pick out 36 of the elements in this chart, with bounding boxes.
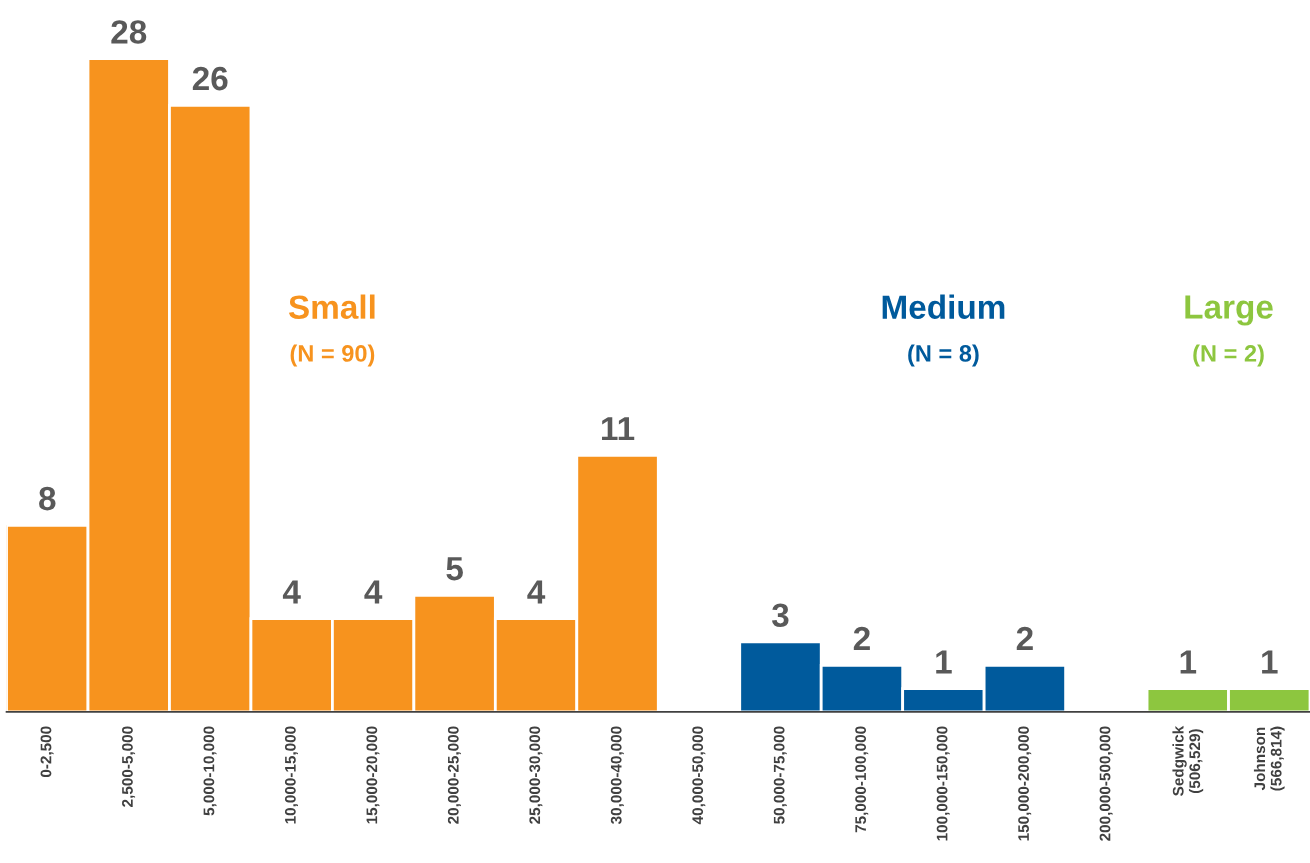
data-label: 5	[446, 557, 463, 581]
data-label: 2	[853, 626, 870, 651]
annotation: (N = 90)	[290, 344, 375, 367]
annotation: (N = 2)	[1193, 344, 1264, 367]
data-label: 28	[111, 20, 147, 44]
x-tick-label: Sedgwick (506,529)	[1172, 725, 1204, 796]
data-label: 3	[771, 603, 789, 628]
x-tick-label: Johnson (566,814)	[1253, 726, 1285, 791]
x-tick-label: 2,500-5,000	[122, 726, 136, 807]
data-label: 26	[192, 66, 228, 91]
data-label: 4	[527, 580, 546, 604]
data-label: 8	[39, 486, 56, 511]
x-tick-label: 40,000-50,000	[692, 726, 706, 825]
x-tick-label: 0-2,500	[40, 726, 54, 778]
data-label: 4	[282, 580, 301, 604]
x-tick-label: 75,000-100,000	[855, 726, 869, 833]
data-label: 1	[936, 650, 952, 674]
data-label: 1	[1262, 650, 1278, 674]
series-label: Small	[288, 294, 375, 319]
x-tick-label: 100,000-150,000	[936, 726, 950, 841]
data-label: 1	[1180, 650, 1197, 674]
text: Medium	[882, 294, 1005, 319]
annotation: (N = 8)	[908, 344, 979, 367]
x-tick-label: 5,000-10,000	[203, 726, 217, 816]
x-tick-label: 10,000-15,000	[284, 726, 298, 824]
x-tick-label: 25,000-30,000	[529, 726, 543, 824]
data-label: 2	[1016, 626, 1033, 651]
x-tick-label: 50,000-75,000	[773, 726, 787, 824]
x-tick-label: 30,000-40,000	[610, 726, 624, 825]
x-tick-label: 20,000-25,000	[447, 726, 461, 824]
text: Large	[1185, 295, 1273, 326]
data-label: 4	[364, 580, 383, 604]
x-tick-label: 200,000-500,000	[1099, 726, 1113, 841]
x-tick-label: 150,000-200,000	[1018, 726, 1032, 841]
data-label: 11	[602, 417, 635, 441]
x-tick-label: 15,000-20,000	[366, 726, 380, 824]
